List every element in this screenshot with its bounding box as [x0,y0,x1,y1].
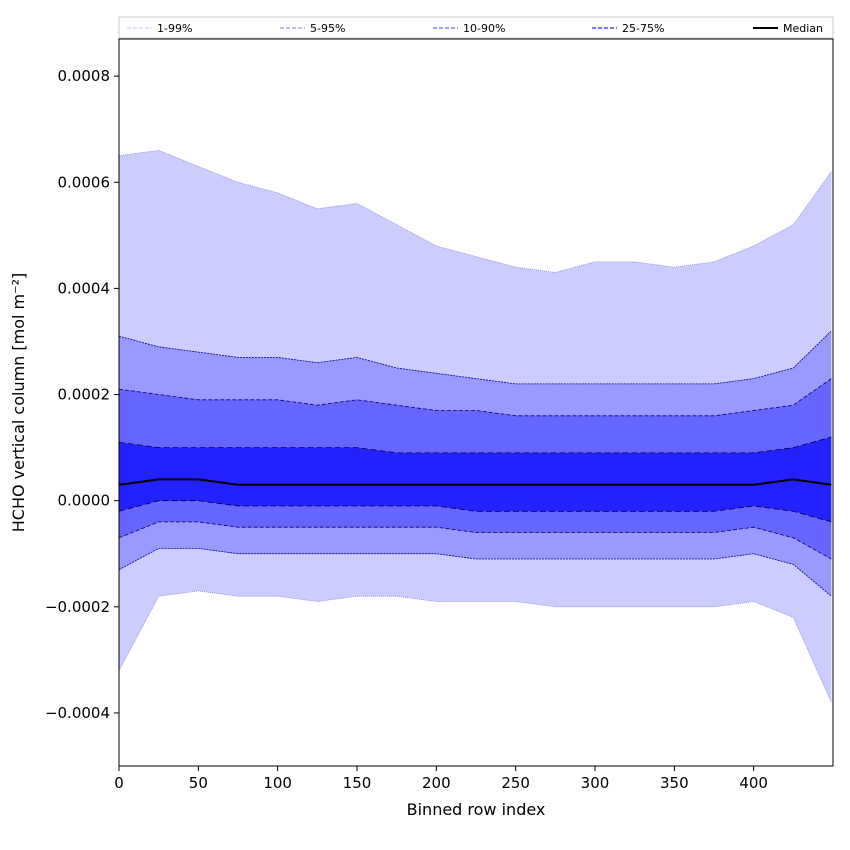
x-tick-label: 400 [739,774,768,792]
y-tick-label: 0.0008 [58,67,111,85]
legend: 1-99% 5-95% 10-90% 25-75% Median [118,16,834,39]
band-line-25-75%-upper [118,436,832,454]
y-tick-label: −0.0004 [45,704,110,722]
y-tick-label: −0.0002 [45,598,110,616]
y-tick-label: 0.0002 [58,386,111,404]
plot-frame [118,38,834,767]
band-line-1-99%-lower [118,590,832,703]
median-line [118,478,832,486]
legend-frame [118,16,834,39]
band-25-75% [119,437,832,522]
x-tick-label: 200 [422,774,451,792]
band-line-1-99%-upper [118,149,832,273]
series-lines [118,149,832,703]
x-tick-label: 0 [114,774,124,792]
band-line-5-95%-upper [118,330,832,385]
y-tick-label: 0.0004 [58,279,111,297]
legend-label: 1-99% [157,22,192,35]
y-tick-label: 0.0006 [58,173,111,191]
x-axis-ticks: 0 50 100 150 200 250 300 350 400 [114,766,768,792]
y-axis-ticks: −0.0004 −0.0002 0.0000 0.0002 0.0004 0.0006 0.… [45,67,119,722]
band-line-10-90%-lower [118,521,832,560]
band-line-10-90%-upper [118,378,832,417]
x-tick-label: 350 [660,774,689,792]
legend-label: Median [783,22,823,35]
legend-label: 10-90% [463,22,505,35]
x-tick-label: 150 [343,774,372,792]
y-axis-label: HCHO vertical column [mol m⁻²] [9,273,28,532]
legend-label: 25-75% [622,22,664,35]
band-line-25-75%-lower [118,500,832,523]
x-tick-label: 100 [263,774,292,792]
x-tick-label: 300 [581,774,610,792]
series-bands [119,150,832,703]
x-tick-label: 250 [501,774,530,792]
legend-label: 5-95% [310,22,345,35]
x-axis-label: Binned row index [407,800,546,819]
y-tick-label: 0.0000 [58,492,111,510]
band-line-5-95%-lower [118,548,832,597]
x-tick-label: 50 [189,774,208,792]
